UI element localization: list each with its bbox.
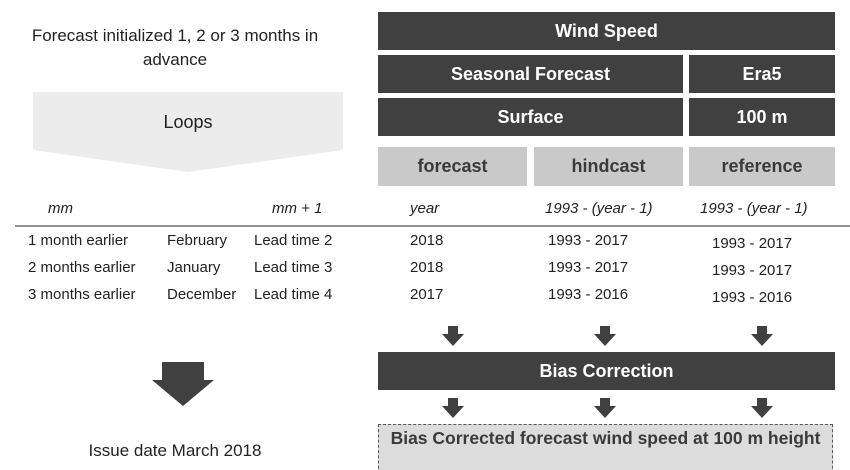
table-cell: January [167, 259, 221, 276]
arrows [442, 326, 773, 418]
table-cell: 1993 - 2016 [712, 289, 793, 306]
table-cell: 1993 - 2017 [712, 262, 793, 279]
table-cell: 1993 - 2017 [548, 259, 629, 276]
header-source: Era5 [689, 55, 835, 93]
table-cell: Lead time 4 [254, 286, 333, 303]
header-level: 100 m [689, 98, 835, 136]
arrow [442, 326, 464, 346]
table-cell: 1993 - 2017 [712, 235, 793, 252]
table-cell: December [167, 286, 237, 303]
table-cell: Lead time 3 [254, 259, 333, 276]
arrow [594, 326, 616, 346]
big-arrow [152, 362, 214, 406]
header-variable: Wind Speed [378, 12, 835, 50]
table-cell: February [167, 232, 228, 249]
table-header: year [410, 200, 440, 217]
output-box: Bias Corrected forecast wind speed at 10… [378, 424, 833, 470]
table-header: mm + 1 [272, 200, 323, 217]
table-cell: 1993 - 2016 [548, 286, 629, 303]
loop-chevron [33, 92, 343, 172]
intro-text: Forecast initialized 1, 2 or 3 months in… [31, 26, 319, 69]
column-header: hindcast [534, 147, 683, 186]
table-cell: 1993 - 2017 [548, 232, 629, 249]
arrow [751, 398, 773, 418]
loop-label: Loops [163, 112, 213, 132]
column-header: reference [689, 147, 835, 186]
arrow [751, 326, 773, 346]
header-level: Surface [378, 98, 683, 136]
table-cell: 3 months earlier [28, 286, 136, 303]
header-source: Seasonal Forecast [378, 55, 683, 93]
bias-correction: Bias Correction [378, 352, 835, 390]
column-header: forecast [378, 147, 527, 186]
arrow [594, 398, 616, 418]
issue-date: Issue date March 2018 [88, 441, 262, 460]
table-cell: 1 month earlier [28, 232, 129, 249]
arrow [442, 398, 464, 418]
table-cell: 2 months earlier [28, 259, 136, 276]
table-cell: Lead time 2 [254, 232, 333, 249]
table-header: 1993 - (year - 1) [545, 200, 653, 217]
table-header: mm [48, 200, 73, 217]
table-cell: 2017 [410, 286, 444, 303]
table-cell: 2018 [410, 232, 444, 249]
table-cell: 2018 [410, 259, 444, 276]
table-header: 1993 - (year - 1) [700, 200, 808, 217]
